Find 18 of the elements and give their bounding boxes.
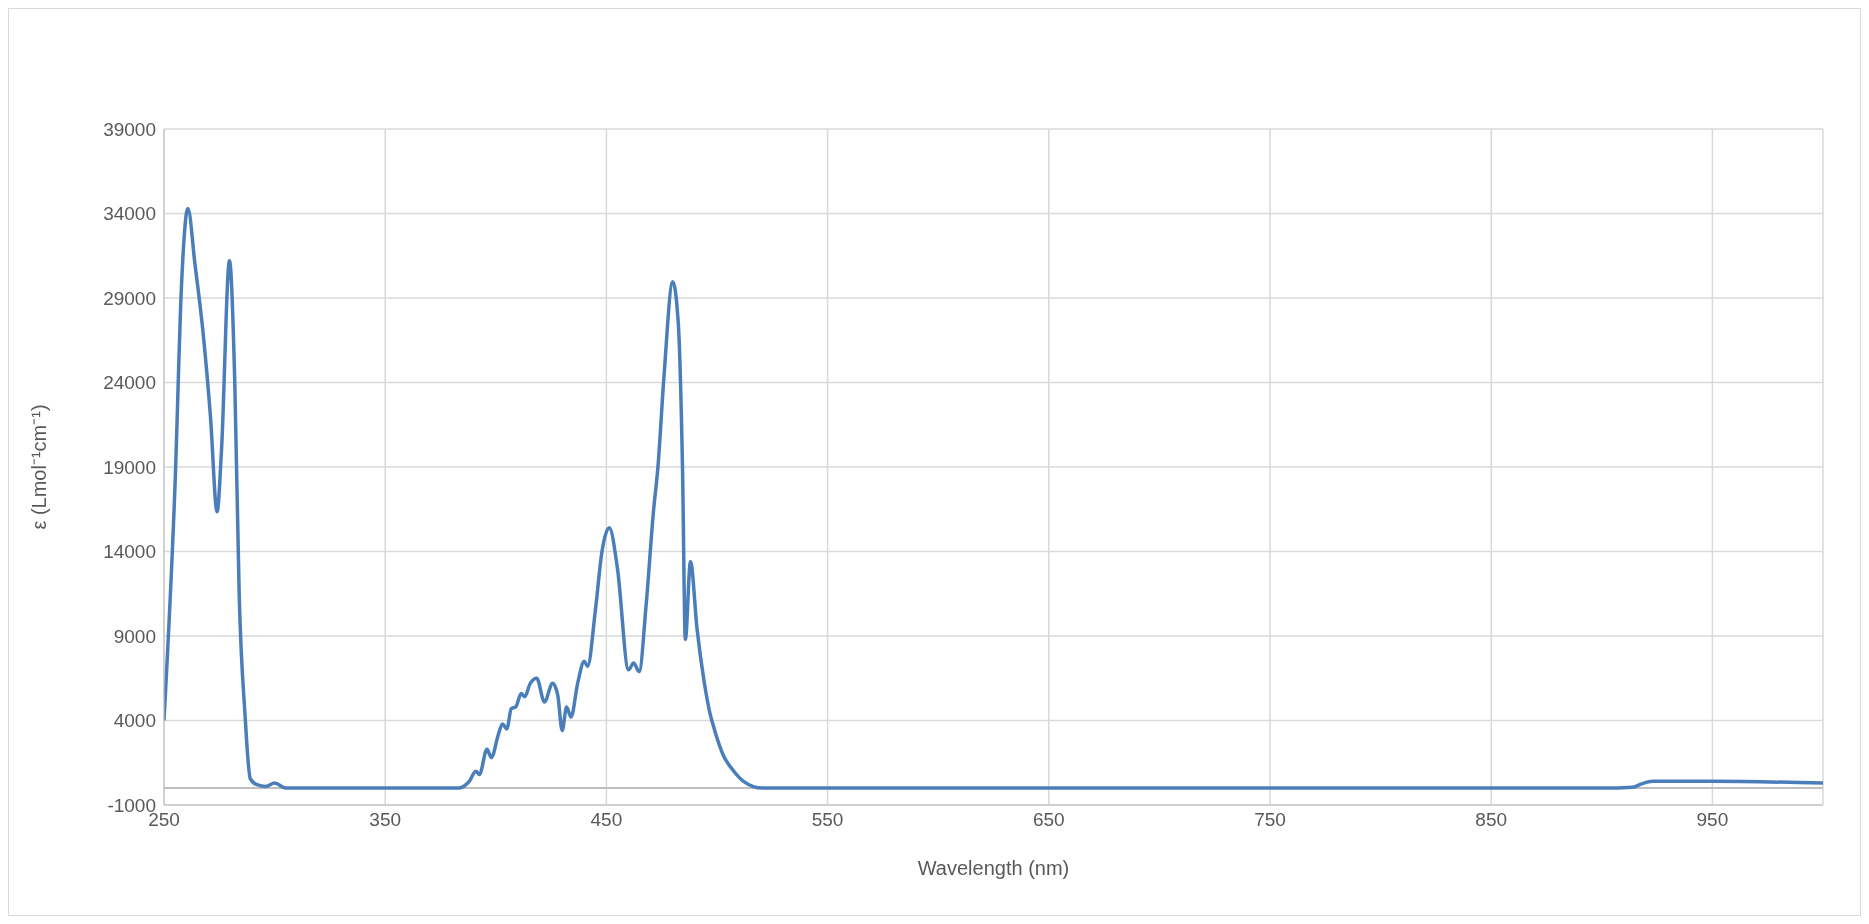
y-axis-title: ε (Lmol⁻¹cm⁻¹) bbox=[28, 404, 51, 530]
x-tick-label: 750 bbox=[1254, 809, 1286, 831]
y-tick-label: 19000 bbox=[103, 456, 156, 478]
y-tick-label: 14000 bbox=[103, 541, 156, 563]
y-tick-label: 4000 bbox=[113, 710, 156, 732]
x-tick-label: 350 bbox=[369, 809, 402, 831]
line-series bbox=[164, 206, 1823, 790]
x-axis-title: Wavelength (nm) bbox=[917, 857, 1070, 879]
y-tick-label: 34000 bbox=[103, 203, 156, 225]
x-tick-label: 550 bbox=[811, 809, 844, 831]
y-tick-label: 39000 bbox=[103, 118, 156, 140]
x-tick-label: 650 bbox=[1032, 809, 1065, 831]
x-tick-label: 450 bbox=[590, 809, 623, 831]
x-tick-label: 950 bbox=[1696, 809, 1729, 831]
y-tick-label: 29000 bbox=[103, 287, 156, 309]
x-tick-label: 850 bbox=[1475, 809, 1508, 831]
y-tick-label: 9000 bbox=[113, 625, 156, 647]
y-tick-label: 24000 bbox=[103, 372, 156, 394]
